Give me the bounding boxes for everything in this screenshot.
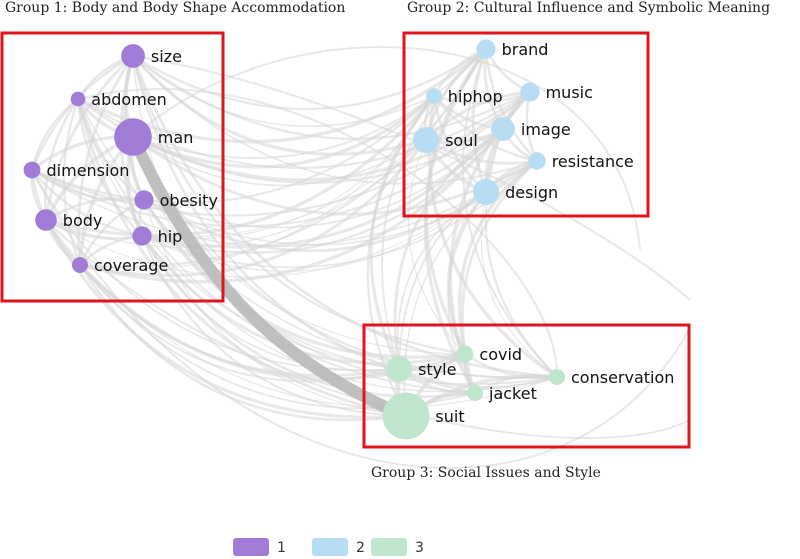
edge-image-style <box>393 127 504 370</box>
edge-size-hiphop <box>132 55 435 127</box>
node-coverage <box>72 257 88 273</box>
edge-coverage-suit <box>78 264 407 422</box>
edge-brand-style <box>381 48 487 370</box>
edge-design-conservation <box>480 191 558 378</box>
edge-body-hiphop <box>45 94 436 238</box>
node-label-hiphop: hiphop <box>448 87 503 106</box>
edge-coverage-conservation <box>79 264 558 409</box>
node-label-suit: suit <box>435 407 464 426</box>
legend-label-1: 1 <box>277 540 286 556</box>
node-suit <box>382 392 430 440</box>
node-label-size: size <box>151 47 182 66</box>
group-3-box <box>362 323 691 449</box>
edge-abdomen-suit <box>76 98 407 418</box>
edge-man-brand <box>132 48 487 159</box>
node-label-design: design <box>505 183 558 202</box>
edge-size-resistance <box>132 55 538 185</box>
node-image <box>491 117 515 141</box>
edge-design-covid <box>446 190 488 355</box>
edge-abdomen-dimension <box>30 98 79 171</box>
edge-arc-2 <box>77 88 559 378</box>
node-body <box>35 209 57 231</box>
node-label-covid: covid <box>479 345 522 364</box>
node-label-resistance: resistance <box>552 152 634 171</box>
node-obesity <box>134 190 154 210</box>
node-resistance <box>528 152 546 170</box>
legend-swatch-3 <box>371 538 407 556</box>
edge-resistance-style <box>398 160 538 370</box>
legend: 1 2 3 <box>233 538 424 556</box>
node-label-body: body <box>63 211 103 230</box>
node-label-image: image <box>521 120 571 139</box>
node-label-jacket: jacket <box>488 384 537 403</box>
edge-hip-design <box>141 191 487 272</box>
node-label-abdomen: abdomen <box>91 90 166 109</box>
edge-dimension-hip <box>31 169 143 238</box>
node-jacket <box>467 385 483 401</box>
edge-abdomen-hip <box>76 98 143 237</box>
node-label-hip: hip <box>158 227 183 246</box>
edge-obesity-design <box>143 190 487 253</box>
edge-size-conservation <box>131 55 558 379</box>
edge-arc-1 <box>31 169 690 470</box>
node-label-obesity: obesity <box>160 191 218 210</box>
legend-swatch-2 <box>312 538 348 556</box>
node-dimension <box>23 161 41 179</box>
legend-label-3: 3 <box>415 540 424 556</box>
edge-dimension-hiphop <box>31 95 435 204</box>
group-titles-layer: Group 1: Body and Body Shape Accommodati… <box>5 0 770 481</box>
edge-coverage-soul <box>79 139 428 277</box>
nodes-layer: size abdomen man dimension obesity body hip cov… <box>23 39 674 440</box>
node-label-soul: soul <box>445 131 478 150</box>
edge-man-hiphop <box>132 94 436 169</box>
node-label-style: style <box>418 360 456 379</box>
legend-label-2: 2 <box>356 540 365 556</box>
node-man <box>114 118 152 156</box>
group-2-title: Group 2: Cultural Influence and Symbolic… <box>407 0 770 16</box>
edge-obesity-conservation <box>143 199 558 386</box>
node-label-music: music <box>546 83 593 102</box>
edge-dimension-resistance <box>31 160 538 248</box>
group-boxes-layer <box>0 31 691 449</box>
node-label-man: man <box>158 128 194 147</box>
node-design <box>473 179 499 205</box>
edge-size-body <box>44 54 135 221</box>
node-covid <box>456 345 474 363</box>
node-label-brand: brand <box>502 40 549 59</box>
group-1-title: Group 1: Body and Body Shape Accommodati… <box>5 0 345 16</box>
node-music <box>520 82 540 102</box>
node-conservation <box>549 369 565 385</box>
node-size <box>121 44 145 68</box>
node-hiphop <box>426 88 442 104</box>
node-abdomen <box>70 91 86 107</box>
node-brand <box>476 39 496 59</box>
node-label-coverage: coverage <box>94 256 168 275</box>
edge-body-suit <box>44 219 407 419</box>
edge-arc-0 <box>132 46 641 251</box>
edge-soul-covid <box>407 139 466 355</box>
edge-brand-jacket <box>423 48 488 394</box>
node-soul <box>413 127 439 153</box>
edge-arc-4 <box>132 55 691 301</box>
edge-man-soul <box>132 136 427 187</box>
node-label-conservation: conservation <box>571 368 674 387</box>
group-2-box <box>402 31 650 218</box>
node-hip <box>132 226 152 246</box>
group-1-box <box>0 31 225 303</box>
edge-image-conservation <box>484 128 558 378</box>
edge-size-coverage <box>77 55 135 266</box>
edge-size-brand <box>132 48 487 111</box>
node-style <box>386 356 412 382</box>
edge-design-style <box>396 191 487 370</box>
edge-strong-man-suit <box>127 131 412 422</box>
edge-coverage-image <box>79 127 505 284</box>
node-label-dimension: dimension <box>47 161 130 180</box>
group-3-title: Group 3: Social Issues and Style <box>371 465 601 481</box>
edge-abdomen-style <box>77 98 400 370</box>
legend-swatch-1 <box>233 538 269 556</box>
